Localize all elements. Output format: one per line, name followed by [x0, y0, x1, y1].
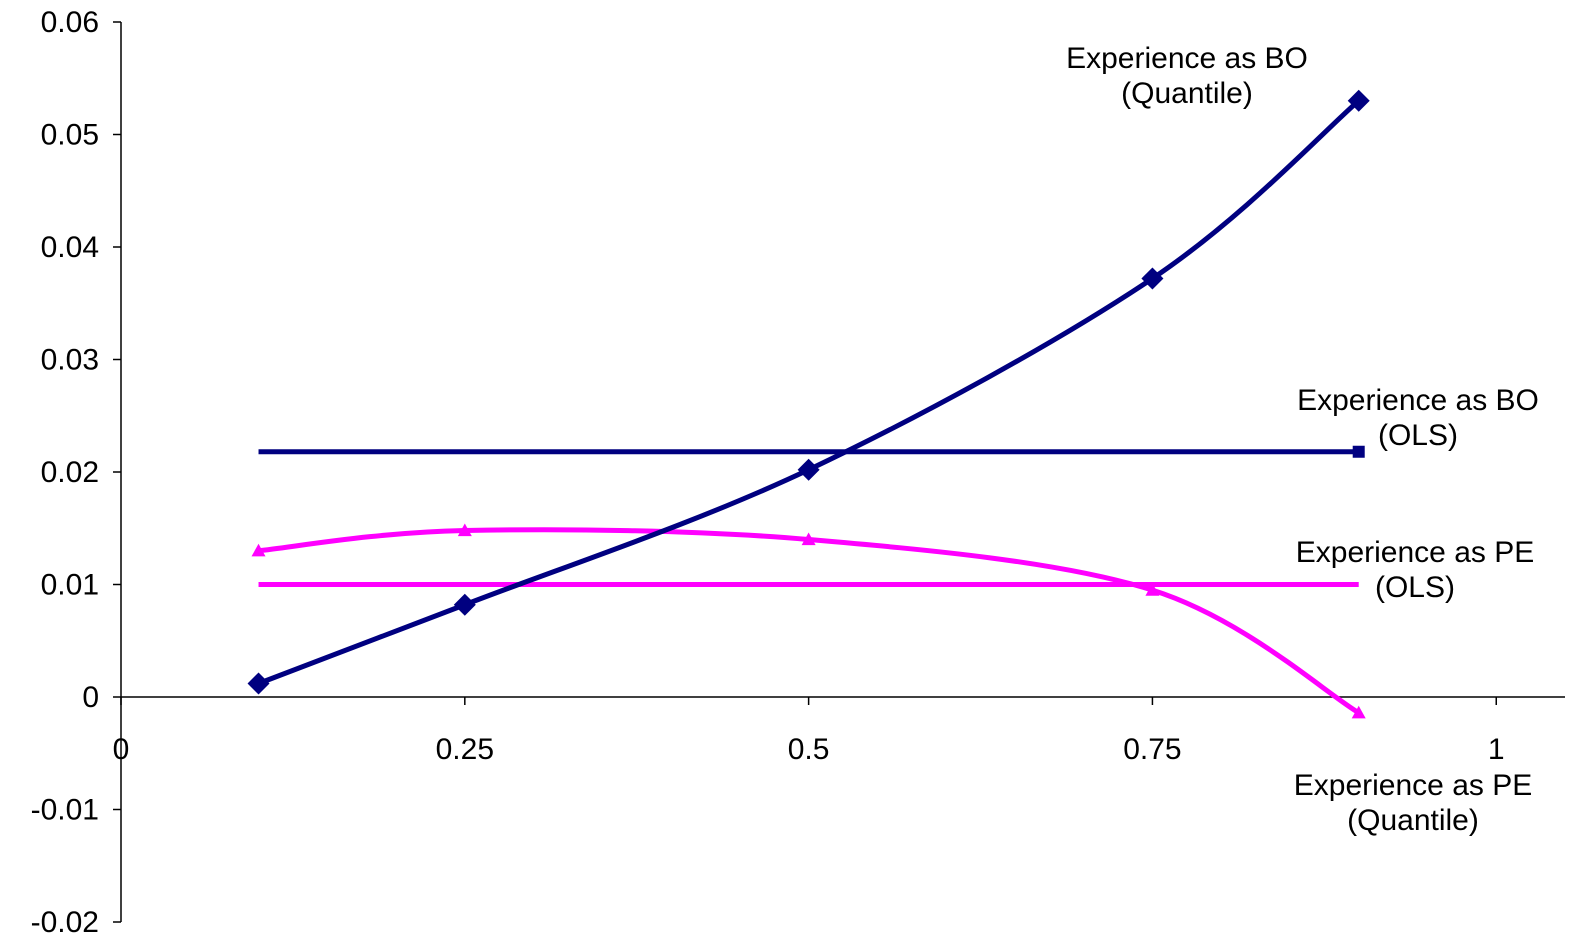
annotation-line: (OLS): [1375, 571, 1455, 604]
y-tick-label: 0.04: [41, 231, 99, 264]
annotation-line: Experience as PE: [1296, 536, 1534, 569]
x-tick-label: 1: [1488, 733, 1505, 766]
y-tick-label: 0.06: [41, 6, 99, 39]
data-point-bo_quantile: [453, 593, 476, 616]
y-tick-label: -0.01: [31, 794, 99, 827]
annotation-line: Experience as BO: [1297, 384, 1539, 417]
series-line-bo_quantile: [257, 98, 1361, 686]
data-point-pe_quantile: [801, 532, 816, 546]
y-tick-label: 0.03: [41, 344, 99, 377]
y-tick-label: 0.02: [41, 456, 99, 489]
x-tick-label: 0: [113, 733, 130, 766]
data-point-pe_quantile: [457, 523, 472, 537]
annotation-label: Experience as BO (Quantile): [1066, 42, 1308, 110]
x-tick-label: 0.25: [436, 733, 494, 766]
annotation-line: (Quantile): [1347, 804, 1479, 837]
data-point-pe_quantile: [1351, 705, 1366, 719]
annotation-line: Experience as BO: [1066, 42, 1308, 75]
y-tick-label: -0.02: [31, 906, 99, 939]
annotation-label: Experience as PE (OLS): [1296, 536, 1534, 604]
annotation-line: (Quantile): [1121, 77, 1253, 110]
annotation-line: (OLS): [1378, 419, 1458, 452]
x-tick-label: 0.75: [1123, 733, 1181, 766]
data-point-bo_quantile: [797, 458, 820, 481]
annotation-line: Experience as PE: [1294, 769, 1532, 802]
data-point-bo_ols: [1352, 445, 1365, 458]
data-point-bo_quantile: [1347, 89, 1370, 112]
data-point-bo_quantile: [247, 672, 270, 695]
data-point-pe_quantile: [251, 543, 266, 557]
axes: 0.06 0.05 0.04 0.03 0.02 0.01 0 -0.01 -0.02 0 0.25…: [31, 6, 1565, 939]
marker-layer: [247, 89, 1370, 719]
data-point-pe_quantile: [1145, 583, 1160, 596]
x-tick-label: 0.5: [788, 733, 830, 766]
y-tick-label: 0.05: [41, 119, 99, 152]
label-layer: Experience as BO (Quantile)Experience as …: [1066, 42, 1539, 837]
annotation-label: Experience as BO (OLS): [1297, 384, 1539, 452]
data-point-bo_quantile: [1141, 267, 1164, 290]
y-tick-label: 0: [82, 681, 99, 714]
series-layer: [257, 98, 1361, 715]
annotation-label: Experience as PE (Quantile): [1294, 769, 1532, 837]
y-tick-label: 0.01: [41, 569, 99, 602]
